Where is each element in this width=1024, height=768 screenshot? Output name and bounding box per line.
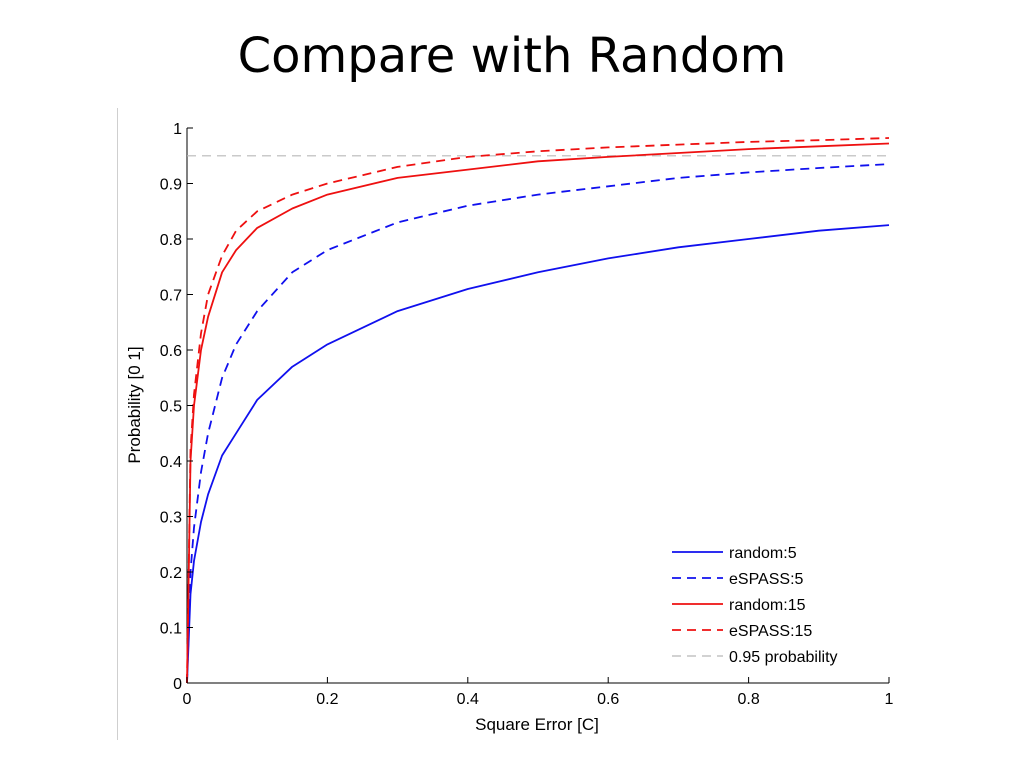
x-axis-label: Square Error [C] — [475, 715, 599, 734]
legend-label: random:5 — [729, 545, 797, 562]
x-tick-label: 1 — [885, 691, 894, 708]
legend-label: eSPASS:5 — [729, 571, 804, 588]
series-line-random-5 — [186, 224, 890, 684]
y-tick-label: 0.5 — [160, 399, 182, 416]
y-axis-label: Probability [0 1] — [125, 346, 144, 463]
legend-label: 0.95 probability — [729, 649, 838, 666]
y-tick-label: 0.9 — [160, 177, 182, 194]
x-tick-label: 0.8 — [737, 691, 759, 708]
y-tick-label: 1 — [173, 121, 182, 138]
x-tick-label: 0 — [183, 691, 192, 708]
y-tick-label: 0.2 — [160, 565, 182, 582]
y-tick-label: 0.7 — [160, 288, 182, 305]
legend: random:5 eSPASS:5 random:15 eSPASS:15 0.95 p… — [672, 545, 838, 666]
series-line-espass-15 — [186, 137, 890, 684]
y-tick-label: 0.4 — [160, 454, 182, 471]
y-tick-label: 0 — [173, 676, 182, 693]
legend-label: random:15 — [729, 597, 806, 614]
series-layer — [186, 137, 890, 684]
series-line-espass-5 — [186, 163, 890, 684]
x-tick-label: 0.2 — [316, 691, 338, 708]
x-tick-label: 0.6 — [597, 691, 619, 708]
y-tick-label: 0.1 — [160, 621, 182, 638]
x-tick-label: 0.4 — [457, 691, 479, 708]
series-line-random-15 — [186, 142, 890, 684]
y-axis-ticks: 0 0.1 0.2 0.3 0.4 0.5 0.6 0.7 0.8 0.9 1 — [160, 121, 193, 693]
y-tick-label: 0.8 — [160, 232, 182, 249]
x-axis-ticks: 0 0.2 0.4 0.6 0.8 1 — [183, 677, 894, 708]
slide-title: Compare with Random — [237, 28, 787, 84]
left-divider-line — [117, 108, 118, 740]
legend-label: eSPASS:15 — [729, 623, 812, 640]
y-tick-label: 0.6 — [160, 343, 182, 360]
y-tick-label: 0.3 — [160, 510, 182, 527]
